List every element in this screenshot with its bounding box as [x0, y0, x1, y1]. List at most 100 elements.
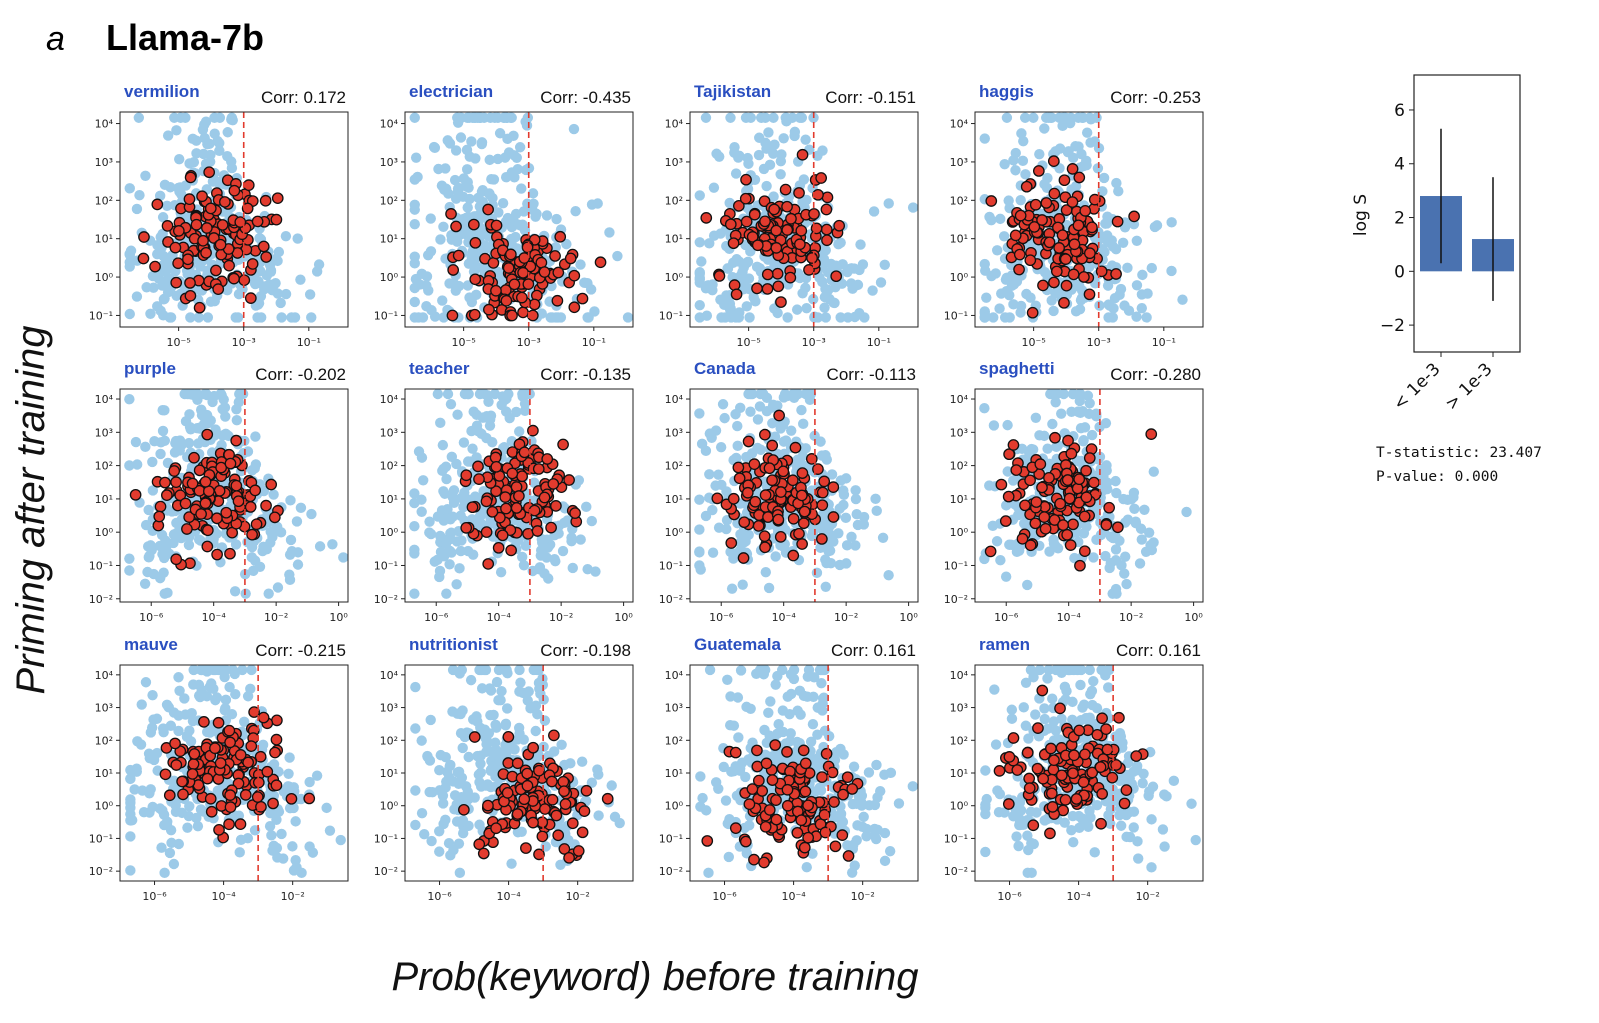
- keyword-point: [1036, 481, 1048, 494]
- figure-title: Llama-7b: [106, 17, 264, 58]
- points: [979, 112, 1188, 323]
- background-point: [782, 312, 793, 323]
- y-tick-label: 10⁴: [950, 118, 969, 131]
- background-point: [522, 695, 533, 706]
- background-point: [991, 536, 1003, 547]
- keyword-point: [557, 438, 569, 451]
- points: [694, 389, 894, 594]
- background-point: [501, 112, 512, 123]
- y-tick-label: 10¹: [950, 493, 968, 506]
- scatter-panel-tajikistan: Tajikistan Corr: -0.15110⁻¹10⁰10¹10²10³10…: [659, 82, 919, 349]
- keyword-point: [269, 746, 281, 759]
- background-point: [160, 535, 171, 546]
- keyword-point: [271, 192, 284, 205]
- keyword-point: [508, 278, 521, 291]
- scatter-panel-mauve: mauve Corr: -0.21510⁻²10⁻¹10⁰10¹10²10³10⁴…: [89, 635, 349, 903]
- background-point: [233, 397, 244, 408]
- background-point: [1093, 143, 1105, 154]
- background-point: [410, 681, 421, 693]
- background-point: [125, 865, 136, 876]
- background-point: [863, 767, 875, 778]
- background-point: [754, 401, 766, 412]
- keyword-point: [241, 202, 254, 215]
- keyword-point: [500, 502, 512, 515]
- background-point: [559, 517, 570, 529]
- background-point: [508, 130, 519, 141]
- keyword-point: [172, 225, 185, 237]
- y-tick-label: 10⁰: [95, 800, 114, 813]
- keyword-point: [230, 479, 243, 492]
- background-point: [1137, 269, 1148, 281]
- background-point: [718, 761, 729, 773]
- background-point: [1079, 422, 1091, 433]
- background-point: [140, 441, 151, 453]
- background-point: [311, 770, 323, 781]
- panel-frame: [974, 111, 1204, 328]
- background-point: [800, 443, 811, 454]
- background-point: [201, 389, 213, 401]
- background-point: [742, 256, 754, 267]
- background-point: [820, 581, 831, 593]
- background-point: [778, 133, 789, 144]
- keyword-point: [1067, 268, 1080, 281]
- keyword-point: [1024, 474, 1036, 487]
- keyword-point: [772, 280, 785, 293]
- background-point: [124, 460, 135, 471]
- background-point: [567, 562, 578, 574]
- background-point: [820, 312, 831, 323]
- keyword-point: [821, 234, 833, 247]
- background-point: [495, 694, 506, 706]
- keyword-point: [245, 740, 258, 753]
- background-point: [811, 567, 823, 579]
- keyword-point: [242, 179, 255, 191]
- background-point: [455, 132, 467, 143]
- keyword-point: [752, 520, 765, 532]
- background-point: [206, 447, 218, 458]
- keyword-point: [303, 792, 316, 805]
- background-point: [455, 545, 467, 557]
- background-point: [715, 441, 727, 453]
- background-point: [427, 787, 438, 798]
- background-point: [735, 665, 747, 676]
- background-point: [158, 250, 169, 262]
- keyword-point: [740, 215, 753, 228]
- background-point: [258, 283, 270, 295]
- background-point: [155, 448, 166, 460]
- background-point: [246, 665, 257, 676]
- background-point: [719, 412, 730, 424]
- x-tick-label: 10⁻³: [232, 336, 256, 349]
- x-tick-label: 10⁻⁴: [202, 611, 227, 624]
- background-point: [490, 737, 501, 748]
- keyword-point: [268, 511, 281, 524]
- background-point: [979, 403, 990, 414]
- background-point: [775, 156, 787, 167]
- background-point: [612, 250, 623, 262]
- background-point: [292, 559, 304, 570]
- background-point: [1131, 311, 1142, 322]
- background-point: [745, 246, 756, 257]
- background-point: [879, 259, 890, 270]
- keyword-point: [505, 248, 517, 261]
- keyword-point: [724, 218, 737, 231]
- background-point: [752, 414, 764, 425]
- background-point: [145, 308, 156, 320]
- background-point: [817, 693, 829, 704]
- keyword-point: [518, 793, 531, 806]
- keyword-point: [182, 253, 194, 266]
- background-point: [254, 232, 265, 244]
- background-point: [559, 759, 570, 771]
- background-point: [441, 776, 452, 787]
- background-point: [263, 588, 274, 599]
- keyword-point: [728, 279, 741, 291]
- background-point: [229, 668, 240, 680]
- keyword-point: [796, 148, 809, 161]
- keyword-point: [700, 212, 713, 224]
- y-tick-label: 10³: [95, 702, 113, 715]
- background-point: [1120, 551, 1131, 562]
- background-point: [735, 402, 746, 414]
- background-point: [139, 578, 151, 589]
- background-point: [740, 536, 751, 547]
- keyword-point: [201, 524, 214, 537]
- keyword-point: [803, 264, 815, 276]
- background-point: [1097, 186, 1108, 197]
